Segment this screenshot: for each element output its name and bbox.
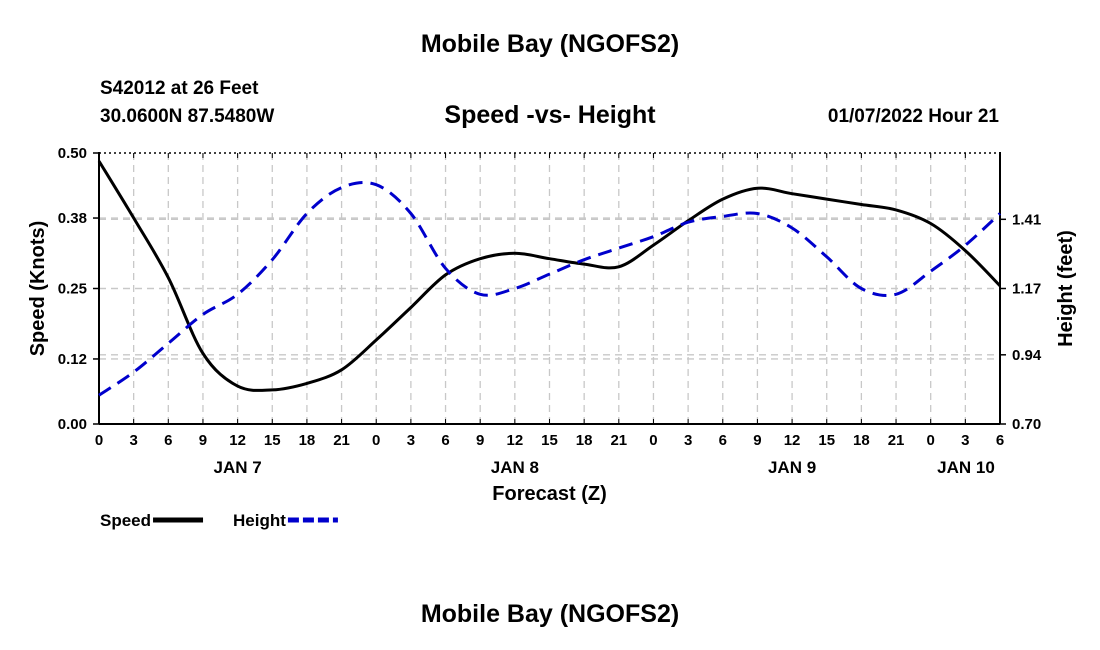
footer-title: Mobile Bay (NGOFS2) bbox=[420, 600, 680, 628]
x-tick-label: 21 bbox=[610, 432, 627, 449]
x-tick-label: 15 bbox=[818, 432, 835, 449]
y-left-tick-label: 0.12 bbox=[58, 351, 87, 368]
series-line-speed bbox=[97, 160, 1002, 392]
x-tick-label: 0 bbox=[649, 432, 657, 449]
x-tick-label: 6 bbox=[719, 432, 727, 449]
y-left-tick-label: 0.00 bbox=[58, 416, 87, 433]
x-tick-label: 12 bbox=[507, 432, 524, 449]
y-axis-label-right: Height (feet) bbox=[1055, 230, 1077, 347]
x-tick-label: 18 bbox=[576, 432, 593, 449]
page-title: Mobile Bay (NGOFS2) bbox=[420, 30, 680, 58]
x-tick-label: 0 bbox=[927, 432, 935, 449]
x-tick-label: 15 bbox=[264, 432, 281, 449]
date-label: JAN 8 bbox=[491, 458, 539, 477]
station-label: S42012 at 26 Feet bbox=[100, 78, 259, 99]
x-tick-label: 12 bbox=[229, 432, 246, 449]
x-tick-label: 3 bbox=[407, 432, 415, 449]
x-tick-label: 3 bbox=[961, 432, 969, 449]
y-right-tick-label: 0.70 bbox=[1012, 416, 1041, 433]
y-left-tick-label: 0.25 bbox=[58, 281, 87, 298]
x-tick-label: 6 bbox=[164, 432, 172, 449]
x-tick-label: 12 bbox=[784, 432, 801, 449]
y-left-tick-label: 0.50 bbox=[58, 145, 87, 162]
y-left-tick-label: 0.38 bbox=[58, 210, 87, 227]
x-tick-label: 18 bbox=[853, 432, 870, 449]
x-tick-label: 9 bbox=[753, 432, 761, 449]
date-label: JAN 7 bbox=[214, 458, 262, 477]
x-tick-label: 21 bbox=[888, 432, 905, 449]
legend-label-speed: Speed bbox=[100, 511, 151, 530]
forecast-datetime: 01/07/2022 Hour 21 bbox=[827, 106, 999, 127]
x-tick-label: 9 bbox=[199, 432, 207, 449]
x-tick-label: 0 bbox=[95, 432, 103, 449]
chart-subtitle: Speed -vs- Height bbox=[444, 101, 656, 129]
x-tick-label: 18 bbox=[299, 432, 316, 449]
x-tick-label: 3 bbox=[129, 432, 137, 449]
y-right-tick-label: 1.17 bbox=[1012, 281, 1041, 298]
x-tick-label: 3 bbox=[684, 432, 692, 449]
x-tick-label: 21 bbox=[333, 432, 350, 449]
y-axis-label-left: Speed (Knots) bbox=[27, 221, 49, 357]
date-label: JAN 10 bbox=[937, 458, 995, 477]
legend-label-height: Height bbox=[233, 511, 286, 530]
x-tick-label: 9 bbox=[476, 432, 484, 449]
series-line-height bbox=[98, 180, 1002, 397]
x-tick-label: 6 bbox=[996, 432, 1004, 449]
x-tick-label: 15 bbox=[541, 432, 558, 449]
y-right-tick-label: 0.94 bbox=[1012, 347, 1042, 364]
x-axis-label: Forecast (Z) bbox=[492, 483, 606, 505]
date-label: JAN 9 bbox=[768, 458, 816, 477]
y-right-tick-label: 1.41 bbox=[1012, 211, 1041, 228]
x-tick-label: 6 bbox=[441, 432, 449, 449]
x-tick-label: 0 bbox=[372, 432, 380, 449]
station-coordinates: 30.0600N 87.5480W bbox=[100, 106, 275, 127]
